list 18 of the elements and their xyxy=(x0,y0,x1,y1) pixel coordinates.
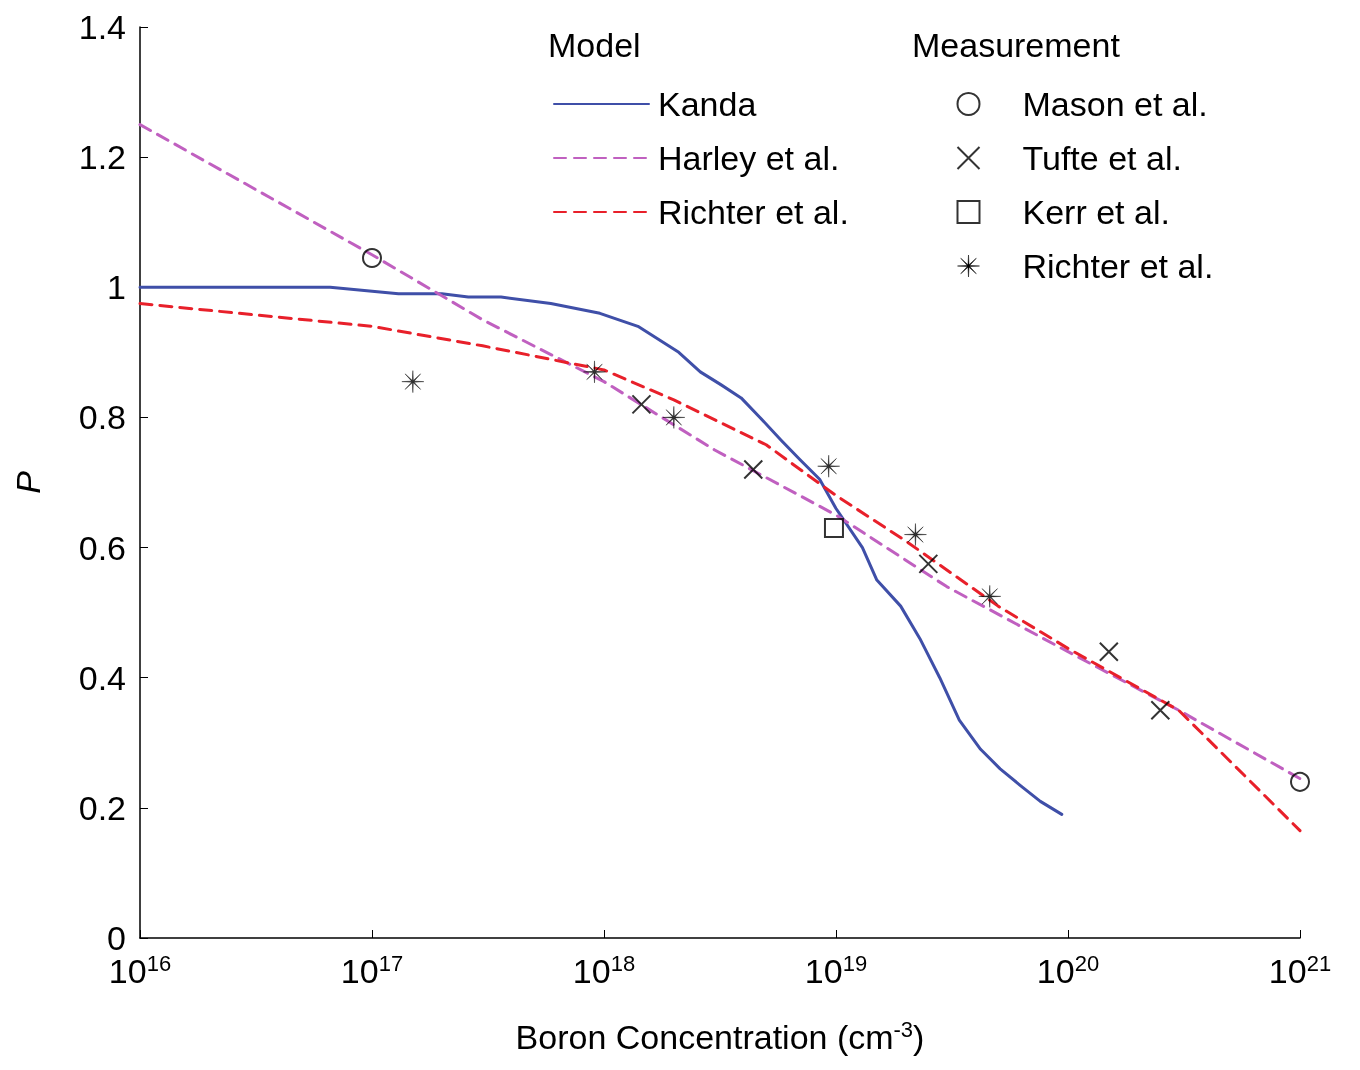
y-tick-label: 0.8 xyxy=(78,398,126,437)
y-tick-label: 1.4 xyxy=(78,8,126,46)
legend-label: Kanda xyxy=(658,85,757,123)
y-tick-label: 0 xyxy=(107,919,126,957)
annotation: Model xyxy=(548,26,641,64)
legend-label: Mason et al. xyxy=(1022,85,1208,123)
legend-label: Richter et al. xyxy=(658,193,849,231)
legend-label: Kerr et al. xyxy=(1022,193,1170,231)
y-tick-label: 1.2 xyxy=(78,138,126,177)
legend-label: Harley et al. xyxy=(658,139,840,177)
y-tick-label: 0.4 xyxy=(78,658,126,697)
legend-label: Richter et al. xyxy=(1022,247,1214,285)
y-tick-label: 0.6 xyxy=(78,528,126,567)
y-axis-title: P xyxy=(9,470,47,494)
legend-label: Tufte et al. xyxy=(1022,139,1182,177)
y-tick-label: 1 xyxy=(107,268,126,307)
annotation: Measurement xyxy=(912,26,1121,64)
y-tick-label: 0.2 xyxy=(78,788,126,827)
